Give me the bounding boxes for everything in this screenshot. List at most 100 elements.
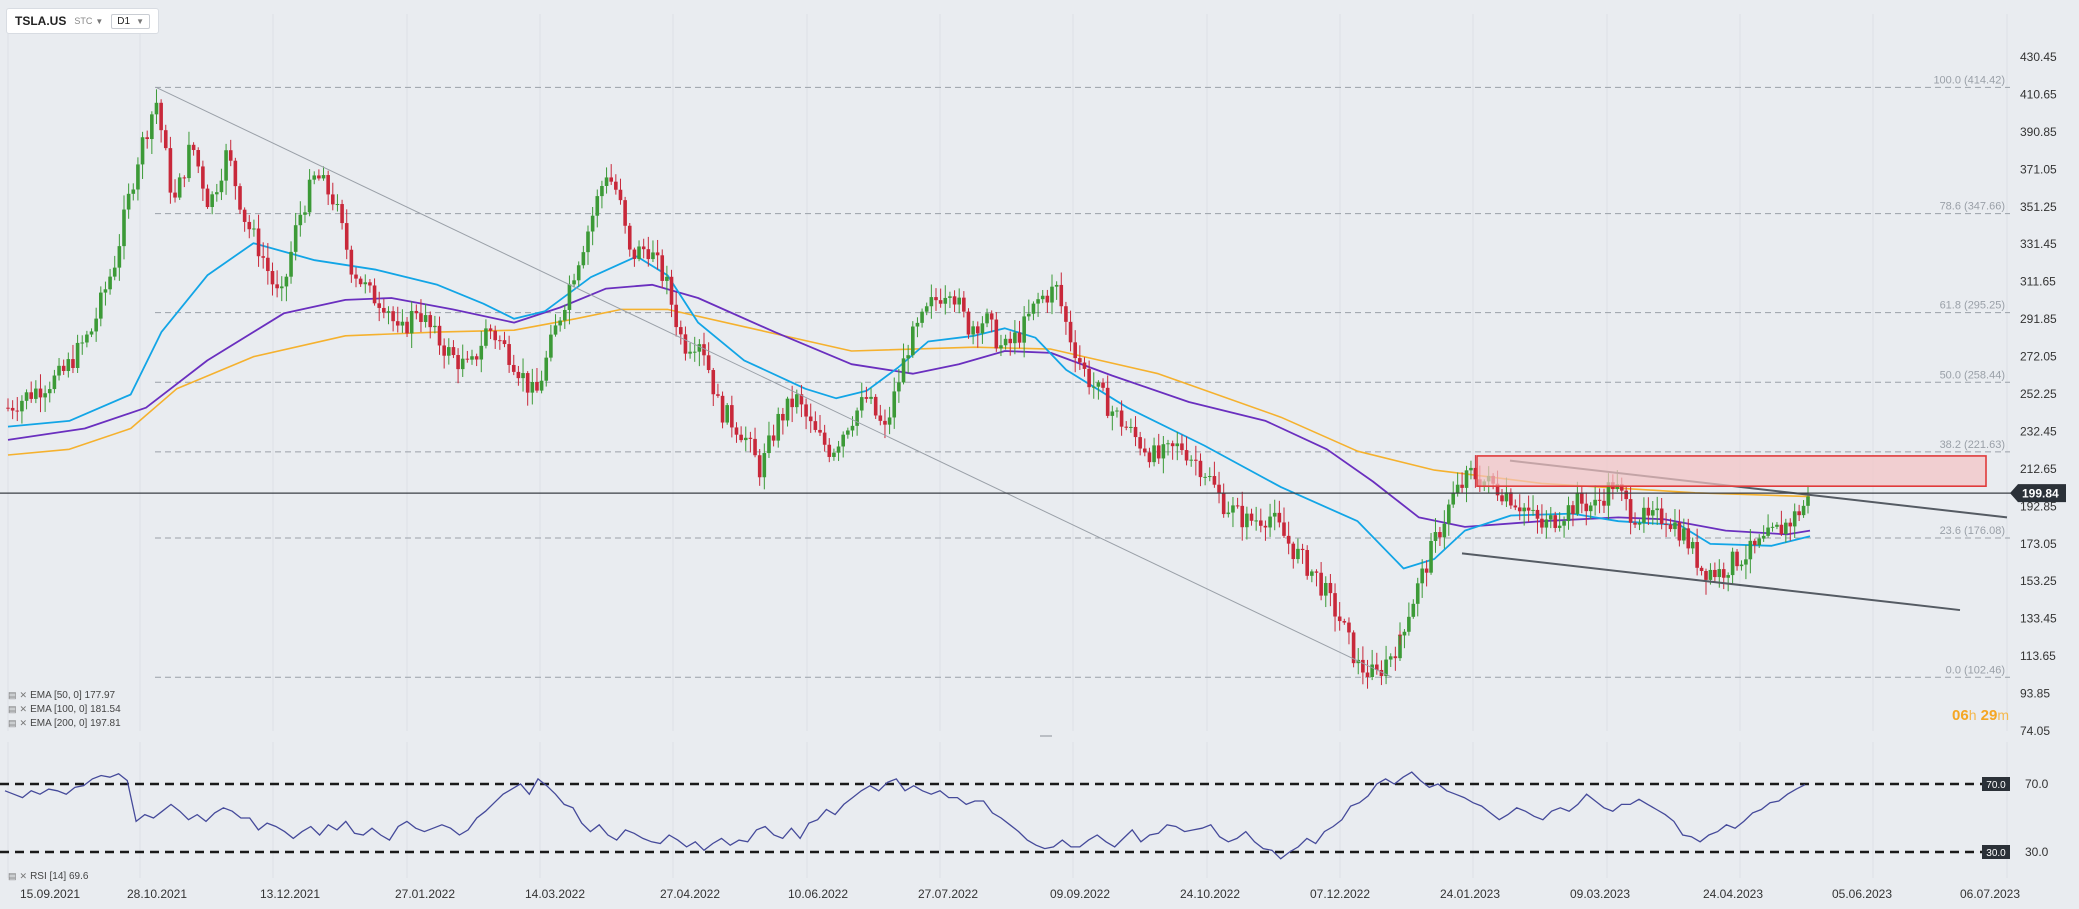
candlestick-series	[6, 89, 1810, 689]
candle-body	[762, 453, 767, 478]
close-icon[interactable]: ✕	[19, 871, 28, 881]
candle-body	[655, 252, 660, 256]
legend-ema-200[interactable]: ▤ ✕ EMA [200, 0] 197.81	[8, 718, 121, 729]
candle-body	[1101, 382, 1105, 388]
symbol-label[interactable]: TSLA.US	[15, 14, 67, 28]
candle-body	[15, 410, 20, 412]
candle-body	[1553, 515, 1558, 528]
indicator-settings-icon[interactable]: ▤	[8, 718, 17, 728]
candle-body	[846, 430, 850, 435]
candle-body	[989, 313, 994, 320]
candle-body	[855, 410, 859, 426]
candle-body	[1180, 443, 1184, 451]
candle-body	[326, 175, 330, 195]
candle-body	[530, 381, 535, 393]
candle-body	[1300, 548, 1305, 551]
candle-body	[618, 189, 623, 201]
candle-body	[1752, 540, 1757, 546]
candle-body	[1115, 410, 1119, 412]
candle-body	[1744, 559, 1748, 565]
candle-body	[191, 144, 196, 151]
candle-body	[1119, 410, 1124, 427]
candle-body	[799, 394, 804, 405]
candle-body	[1460, 484, 1464, 488]
candle-body	[108, 276, 112, 290]
indicator-settings-icon[interactable]: ▤	[8, 704, 17, 714]
time-tick-label: 27.07.2022	[918, 887, 978, 901]
candle-body	[1699, 567, 1704, 571]
rsi-level-badge	[1982, 777, 2010, 791]
drawing-overlays	[0, 86, 2012, 678]
candle-body	[228, 150, 233, 161]
candle-body	[1695, 542, 1699, 568]
candle-body	[1231, 505, 1235, 513]
candle-body	[57, 365, 61, 376]
candle-body	[1333, 593, 1337, 617]
candle-body	[6, 407, 10, 409]
time-tick-label: 28.10.2021	[127, 887, 187, 901]
candle-body	[1398, 634, 1402, 636]
candle-body	[1393, 656, 1398, 659]
candle-body	[1124, 426, 1129, 428]
candle-body	[614, 181, 618, 190]
candle-body	[275, 284, 279, 289]
chart-grid	[7, 14, 2008, 878]
candle-body	[29, 392, 33, 399]
candle-body	[1792, 511, 1797, 527]
close-icon[interactable]: ✕	[19, 718, 28, 728]
candle-body	[1748, 540, 1753, 560]
close-icon[interactable]: ✕	[19, 704, 28, 714]
candle-body	[915, 322, 920, 327]
candle-body	[1531, 509, 1535, 511]
close-icon[interactable]: ✕	[19, 690, 28, 700]
candle-body	[484, 328, 488, 346]
candle-body	[1548, 515, 1553, 520]
candle-body	[493, 330, 497, 341]
candle-body	[730, 405, 734, 428]
candle-body	[1442, 523, 1447, 538]
chevron-down-icon: ▼	[136, 16, 144, 26]
candle-body	[683, 334, 688, 354]
legend-ema-50[interactable]: ▤ ✕ EMA [50, 0] 177.97	[8, 690, 115, 701]
chevron-down-icon: ▼	[95, 16, 104, 26]
candle-body	[901, 358, 906, 383]
candle-body	[1212, 476, 1217, 485]
candle-body	[1806, 496, 1810, 506]
legend-ema-100[interactable]: ▤ ✕ EMA [100, 0] 181.54	[8, 704, 121, 715]
candle-body	[985, 313, 989, 324]
candle-body	[89, 331, 94, 335]
indicator-settings-icon[interactable]: ▤	[8, 871, 17, 881]
time-tick-label: 14.03.2022	[525, 887, 585, 901]
candle-body	[660, 255, 665, 281]
candle-body	[781, 413, 785, 421]
candle-body	[386, 311, 391, 313]
candle-body	[1708, 569, 1713, 580]
ema-100-line	[7, 283, 1811, 536]
candle-body	[1059, 284, 1064, 307]
candle-body	[252, 228, 256, 230]
candle-body	[507, 344, 511, 365]
candle-body	[1633, 522, 1637, 525]
candle-body	[470, 356, 474, 360]
candle-body	[1091, 386, 1096, 388]
candle-body	[1659, 508, 1664, 524]
candle-body	[131, 189, 136, 194]
candle-body	[1526, 507, 1531, 511]
candle-body	[335, 204, 340, 206]
candle-body	[669, 276, 674, 305]
candle-body	[1624, 490, 1628, 500]
ema-50-path	[7, 242, 1811, 570]
candle-body	[859, 397, 864, 411]
countdown-minutes-unit: m	[1997, 707, 2010, 723]
last-price-label: 199.84	[2022, 487, 2059, 501]
candle-body	[878, 415, 883, 421]
rsi-level-badge	[1982, 845, 2010, 859]
source-selector[interactable]: STC ▼	[74, 16, 103, 26]
candle-body	[75, 342, 80, 368]
indicator-settings-icon[interactable]: ▤	[8, 690, 17, 700]
candle-body	[651, 252, 655, 260]
legend-rsi[interactable]: ▤ ✕ RSI [14] 69.6	[8, 871, 88, 882]
timeframe-selector[interactable]: D1 ▼	[111, 13, 150, 29]
candle-body	[1429, 540, 1433, 573]
